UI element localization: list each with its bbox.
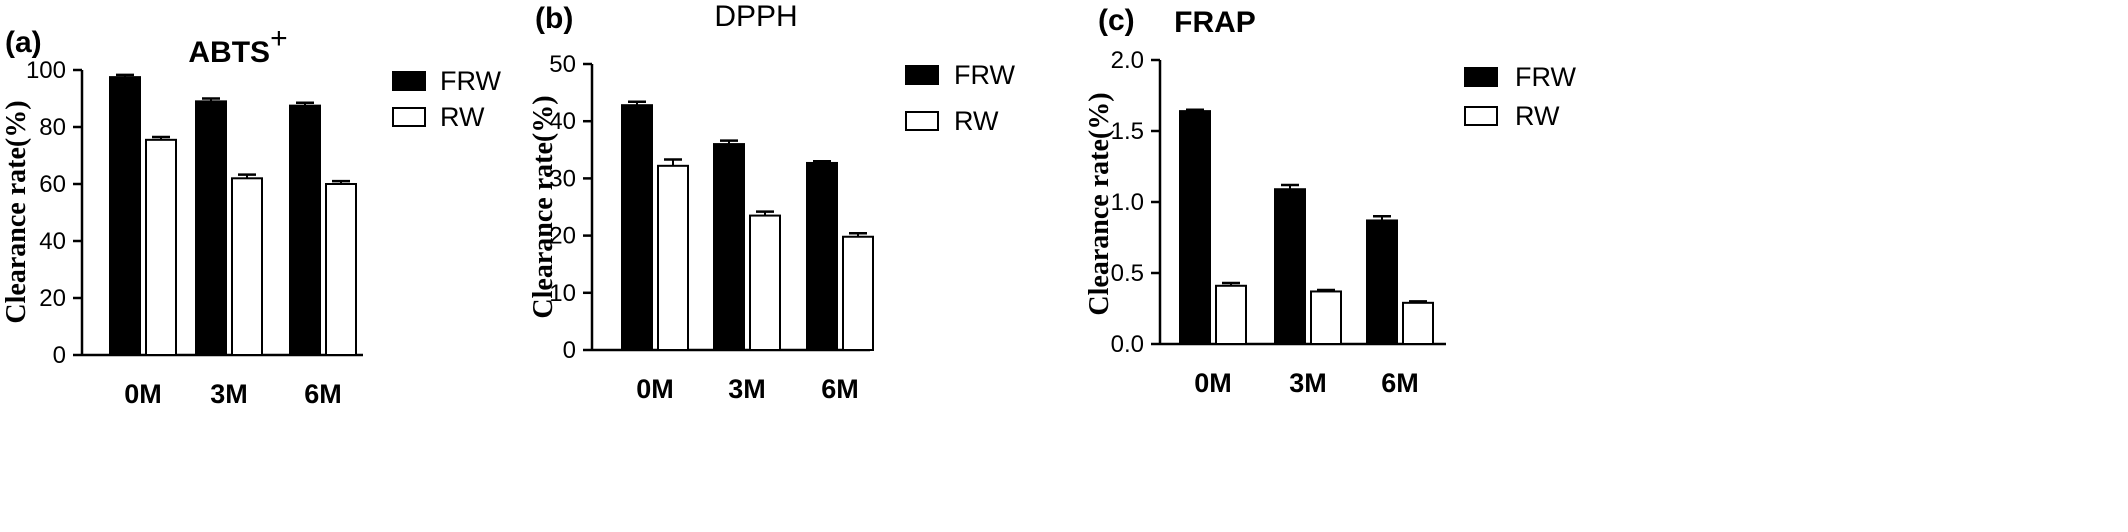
y-tick-label: 20 — [549, 223, 576, 250]
legend-swatch-rw — [1464, 106, 1498, 126]
legend-swatch-frw — [1464, 67, 1498, 87]
y-tick-label: 40 — [549, 108, 576, 135]
y-tick-label: 20 — [39, 285, 66, 312]
bar-rw-6m — [1402, 301, 1434, 346]
bar-frw-6m — [806, 161, 838, 351]
chart-title: DPPH — [714, 0, 797, 33]
chart-title-main: ABTS — [188, 36, 270, 69]
y-tick-label: 1.5 — [1111, 118, 1144, 145]
chart-title-superscript: + — [270, 22, 288, 55]
legend-swatch-rw — [905, 111, 939, 131]
panel-letter: (b) — [535, 2, 573, 35]
y-tick-label: 50 — [549, 51, 576, 78]
bar-rw-3m — [231, 177, 263, 356]
bar-frw-6m — [289, 104, 321, 356]
y-tick-label: 30 — [549, 165, 576, 192]
x-category-label: 3M — [728, 374, 766, 404]
legend-swatch-frw — [905, 65, 939, 85]
x-category-label: 0M — [1194, 368, 1232, 398]
legend-label-frw: FRW — [1515, 62, 1577, 92]
y-tick-label: 0 — [563, 337, 576, 364]
legend-label-frw: FRW — [954, 60, 1016, 90]
bar-rw-3m — [1310, 290, 1342, 345]
chart-panel-2: (b) DPPH 0 10 20 30 40 50 Clearance rate(%) 0M 3M 6… — [528, 0, 1016, 404]
bar-rw-6m — [842, 235, 874, 351]
y-tick-label: 10 — [549, 280, 576, 307]
chart-title-main: DPPH — [714, 0, 797, 33]
x-category-label: 3M — [210, 379, 248, 409]
y-axis-label: Clearance rate(%) — [1, 100, 32, 323]
bar-rw-0m — [657, 164, 689, 351]
x-category-label: 3M — [1289, 368, 1327, 398]
x-category-label: 0M — [636, 374, 674, 404]
bar-frw-3m — [713, 143, 745, 351]
chart-title: ABTS+ — [188, 22, 287, 69]
y-tick-label: 100 — [26, 57, 66, 84]
legend-swatch-frw — [392, 71, 426, 91]
bar-frw-6m — [1366, 219, 1398, 346]
x-category-label: 0M — [124, 379, 162, 409]
y-tick-label: 2.0 — [1111, 47, 1144, 74]
y-tick-label: 60 — [39, 171, 66, 198]
bar-rw-0m — [145, 138, 177, 356]
bar-rw-3m — [749, 214, 781, 351]
y-tick-label: 0.0 — [1111, 331, 1144, 358]
legend-label-rw: RW — [440, 102, 485, 132]
chart-title: FRAP — [1174, 6, 1256, 39]
y-axis-label: Clearance rate(%) — [1084, 92, 1115, 315]
bar-frw-0m — [1179, 110, 1211, 346]
bar-rw-0m — [1215, 284, 1247, 345]
y-tick-label: 80 — [39, 114, 66, 141]
bar-frw-3m — [195, 100, 227, 356]
chart-panel-3: (c) FRAP 0.0 0.5 1.0 1.5 2.0 Clearance rate(%) 0… — [1084, 4, 1577, 398]
bar-rw-6m — [325, 183, 357, 356]
bar-frw-3m — [1274, 188, 1306, 345]
y-tick-label: 0.5 — [1111, 260, 1144, 287]
bar-frw-0m — [109, 76, 141, 356]
legend-label-frw: FRW — [440, 66, 502, 96]
y-tick-label: 0 — [53, 342, 66, 369]
bar-frw-0m — [621, 104, 653, 351]
legend-swatch-rw — [392, 107, 426, 127]
y-tick-label: 40 — [39, 228, 66, 255]
panel-letter: (a) — [5, 26, 42, 59]
chart-title-main: FRAP — [1174, 6, 1256, 39]
panel-letter: (c) — [1098, 4, 1135, 37]
y-tick-label: 1.0 — [1111, 189, 1144, 216]
legend-label-rw: RW — [954, 106, 999, 136]
x-category-label: 6M — [821, 374, 859, 404]
x-category-label: 6M — [1381, 368, 1419, 398]
x-category-label: 6M — [304, 379, 342, 409]
legend-label-rw: RW — [1515, 101, 1560, 131]
y-axis-label: Clearance rate(%) — [528, 95, 559, 318]
